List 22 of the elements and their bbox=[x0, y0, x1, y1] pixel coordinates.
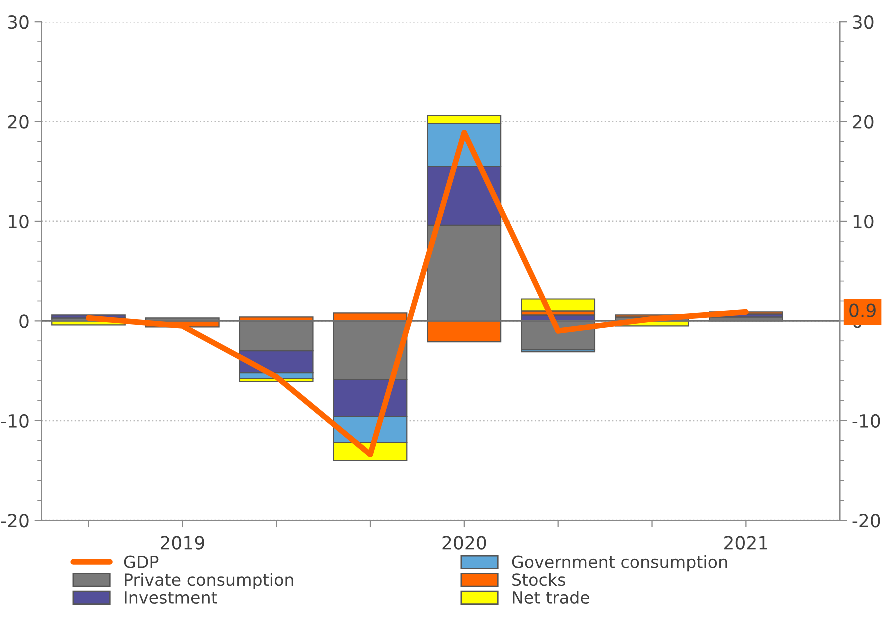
y-tick-label: 20 bbox=[853, 115, 874, 129]
x-tick-label: 2020 bbox=[442, 536, 486, 550]
legend-label: Government consumption bbox=[512, 556, 728, 572]
y2-tick-label: 20 bbox=[8, 115, 29, 129]
legend-label: Investment bbox=[125, 592, 218, 604]
y-tick-label: -20 bbox=[852, 514, 880, 528]
text: 0.9 bbox=[850, 304, 876, 318]
legend-label: Net trade bbox=[513, 591, 590, 604]
x-tick-label: 2019 bbox=[161, 536, 204, 550]
y2-tick-label: -20 bbox=[1, 514, 29, 528]
x-tick-label: 2021 bbox=[724, 536, 768, 550]
y2-tick-label: 30 bbox=[8, 16, 29, 30]
y-tick-label: -10 bbox=[852, 414, 880, 428]
legend-label: Private consumption bbox=[125, 573, 294, 590]
y2-tick-label: 10 bbox=[8, 214, 29, 229]
y-tick-label: 10 bbox=[854, 214, 874, 229]
y-tick-label: 30 bbox=[853, 16, 874, 30]
y2-tick-label: 0 bbox=[20, 314, 29, 328]
legend-label: GDP bbox=[124, 556, 159, 568]
y2-tick-label: -10 bbox=[1, 414, 29, 428]
bar bbox=[521, 298, 596, 312]
legend-label: Stocks bbox=[512, 573, 566, 586]
